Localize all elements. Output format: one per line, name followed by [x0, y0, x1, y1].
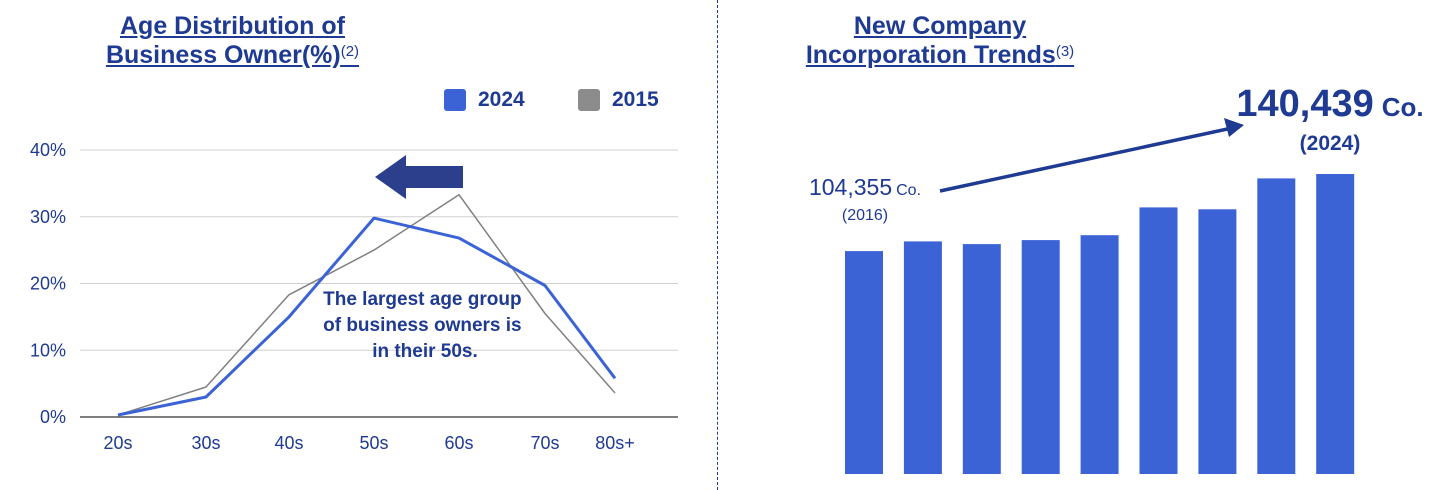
bar-2016 — [845, 251, 883, 474]
end-value-label: 140,439 Co. — [1236, 83, 1423, 125]
x-tick-label: 50s — [359, 433, 388, 453]
annotation-line-3: in their 50s. — [372, 341, 478, 362]
legend-swatch-2015 — [578, 89, 600, 111]
legend-label-2015: 2015 — [612, 88, 659, 111]
y-tick-label: 40% — [30, 140, 66, 160]
start-value: 104,355 — [809, 174, 892, 200]
right-title-line2: Incorporation Trends — [805, 41, 1056, 69]
right-chart-title: New Company Incorporation Trends(3) — [770, 12, 1110, 70]
x-tick-label: 80s+ — [595, 433, 635, 453]
left-title-line2: Business Owner(%) — [105, 41, 341, 69]
start-unit: Co. — [896, 182, 921, 199]
y-tick-label: 20% — [30, 274, 66, 294]
left-chart-title: Age Distribution of Business Owner(%)(2) — [60, 12, 405, 70]
annotation-line-1: The largest age group — [323, 289, 521, 310]
legend-swatch-2024 — [444, 89, 466, 111]
bar-2024 — [1316, 174, 1355, 474]
bar-2017 — [903, 241, 942, 474]
y-tick-label: 0% — [40, 407, 66, 427]
left-title-note: (2) — [340, 43, 360, 60]
y-tick-label: 30% — [30, 207, 66, 227]
bar-2018 — [962, 244, 1001, 474]
age-distribution-chart: 0% 10% 20% 30% 40% 20s 30s 40s 50s 60s 70s 80s+ — [30, 140, 678, 453]
start-year: (2016) — [842, 207, 888, 224]
annotation-line-2: of business owners is — [323, 315, 522, 336]
bar-2020 — [1080, 235, 1119, 474]
legend-item-2015: 2015 — [578, 88, 659, 112]
start-value-label: 104,355 Co. — [809, 174, 921, 200]
annotation-text: The largest age group of business owners… — [323, 289, 527, 362]
bar-2023 — [1257, 178, 1296, 474]
bar-2022 — [1198, 209, 1237, 475]
legend-item-2024: 2024 — [444, 88, 525, 112]
trend-arrow-icon — [939, 118, 1244, 193]
end-unit: Co. — [1382, 92, 1424, 122]
end-value: 140,439 — [1236, 83, 1373, 125]
legend-label-2024: 2024 — [478, 88, 525, 111]
right-title-note: (3) — [1055, 43, 1075, 60]
incorporation-bar-chart — [845, 174, 1355, 475]
x-tick-label: 40s — [274, 433, 303, 453]
right-title-line1: New Company — [853, 12, 1027, 40]
x-tick-label: 70s — [530, 433, 559, 453]
left-title-line1: Age Distribution of — [120, 12, 345, 40]
y-tick-label: 10% — [30, 340, 66, 360]
x-tick-label: 30s — [191, 433, 220, 453]
left-arrow-icon — [375, 155, 463, 199]
bar-2019 — [1021, 240, 1060, 474]
x-tick-label: 20s — [103, 433, 132, 453]
x-tick-label: 60s — [444, 433, 473, 453]
bar-2021 — [1139, 207, 1178, 474]
section-divider — [717, 0, 718, 490]
end-year: (2024) — [1300, 132, 1361, 155]
